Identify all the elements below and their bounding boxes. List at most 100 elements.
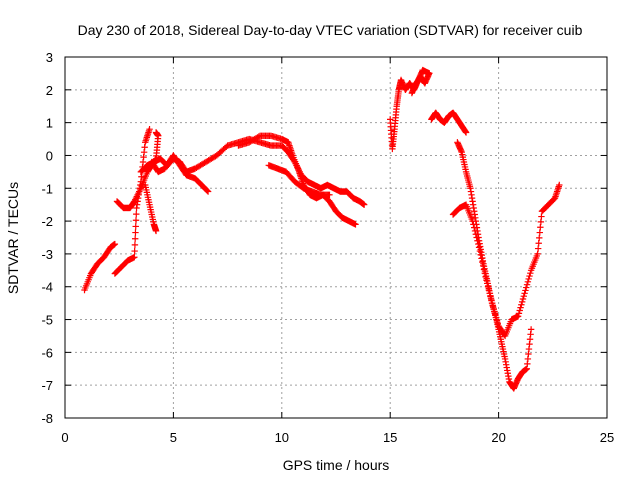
- y-axis-title: SDTVAR / TECUs: [5, 182, 21, 294]
- data-point: [475, 240, 482, 248]
- data-point: [526, 272, 533, 280]
- data-point: [488, 299, 496, 307]
- x-tick-label: 5: [170, 430, 177, 445]
- data-point: [518, 298, 526, 306]
- data-point: [475, 244, 483, 251]
- data-point: [527, 326, 535, 333]
- data-point: [486, 290, 493, 297]
- data-point: [204, 188, 212, 195]
- data-point: [472, 231, 480, 238]
- data-point: [152, 227, 160, 235]
- x-tick-label: 10: [275, 430, 289, 445]
- x-tick-labels: 0 5 10 15 20 25: [61, 430, 614, 445]
- x-tick-label: 20: [491, 430, 505, 445]
- series-track-1: [81, 240, 119, 294]
- y-tick-label: -4: [41, 280, 53, 295]
- data-point: [152, 129, 160, 136]
- y-tick-label: 3: [46, 50, 53, 65]
- data-point: [489, 302, 497, 310]
- chart-title: Day 230 of 2018, Sidereal Day-to-day VTE…: [78, 22, 583, 38]
- data-point: [482, 273, 489, 281]
- series-track-12: [454, 139, 535, 392]
- data-point: [326, 191, 333, 199]
- data-point: [524, 278, 532, 286]
- data-point: [519, 295, 527, 303]
- data-point: [488, 296, 495, 304]
- data-point: [487, 293, 494, 300]
- data-point: [516, 307, 523, 314]
- data-point: [523, 284, 530, 291]
- y-tick-labels: -8 -7 -6 -5 -4 -3 -2 -1 0 1 2 3: [41, 50, 53, 426]
- data-point: [132, 217, 140, 224]
- y-tick-label: -8: [41, 411, 53, 426]
- data-point: [485, 286, 493, 294]
- data-point: [518, 301, 525, 308]
- data-point: [522, 287, 529, 294]
- y-tick-label: -3: [41, 247, 53, 262]
- series-track-4: [142, 181, 160, 235]
- data-point: [204, 187, 211, 194]
- data-point: [493, 317, 501, 324]
- data-point: [471, 224, 478, 231]
- data-point: [477, 251, 484, 258]
- y-tick-label: -5: [41, 313, 53, 328]
- y-tick-label: -1: [41, 181, 53, 196]
- y-tick-label: -7: [41, 378, 53, 393]
- series-track-8: [265, 162, 333, 199]
- data-point: [111, 240, 119, 248]
- data-point: [515, 310, 523, 317]
- data-point: [479, 262, 487, 270]
- x-tick-label: 15: [383, 430, 397, 445]
- data-point: [520, 292, 528, 300]
- y-tick-label: 1: [46, 116, 53, 131]
- y-tick-label: 0: [46, 148, 53, 163]
- data-point: [352, 221, 359, 228]
- data-point: [469, 217, 476, 225]
- plot-frame: [64, 56, 608, 419]
- data-points: [81, 66, 563, 392]
- data-point: [494, 320, 501, 327]
- data-point: [483, 276, 490, 284]
- data-point: [492, 314, 500, 321]
- data-point: [473, 234, 480, 241]
- data-point: [525, 275, 532, 283]
- data-point: [479, 258, 486, 266]
- data-point: [132, 229, 139, 236]
- data-point: [132, 223, 139, 230]
- x-tick-label: 0: [61, 430, 68, 445]
- data-point: [556, 181, 563, 189]
- data-point: [476, 247, 484, 255]
- data-point: [527, 269, 534, 277]
- data-point: [131, 253, 138, 261]
- series-track-6: [148, 135, 368, 208]
- data-point: [131, 235, 139, 242]
- series-track-2: [111, 126, 153, 277]
- data-point: [521, 290, 528, 297]
- data-point: [517, 304, 524, 311]
- data-point: [481, 269, 488, 277]
- data-point: [131, 247, 138, 255]
- data-point: [470, 221, 477, 228]
- y-tick-label: -6: [41, 345, 53, 360]
- data-point: [484, 280, 491, 287]
- x-axis-title: GPS time / hours: [283, 457, 390, 473]
- y-tick-label: -2: [41, 214, 53, 229]
- data-point: [514, 313, 522, 320]
- data-point: [491, 308, 498, 315]
- data-point: [492, 311, 499, 318]
- data-point: [146, 126, 153, 133]
- data-point: [480, 266, 488, 273]
- y-tick-label: 2: [46, 83, 53, 98]
- series-track-10: [408, 70, 433, 97]
- data-point: [131, 241, 139, 249]
- x-tick-label: 25: [600, 430, 614, 445]
- series-track-11: [428, 109, 470, 136]
- data-point: [474, 237, 481, 244]
- data-point: [462, 129, 470, 136]
- data-point: [360, 201, 368, 208]
- series-track-13: [449, 181, 563, 340]
- data-point: [523, 281, 531, 288]
- data-point: [490, 305, 497, 313]
- data-point: [478, 255, 485, 262]
